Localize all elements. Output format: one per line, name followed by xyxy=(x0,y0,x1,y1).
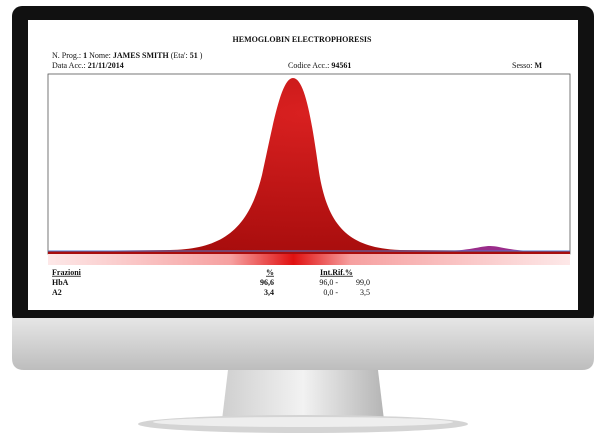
range-low: 0,0 - xyxy=(323,288,338,297)
age-label: (Eta': xyxy=(171,51,188,60)
report-title: HEMOGLOBIN ELECTROPHORESIS xyxy=(233,35,372,44)
date-line: Data Acc.: 21/11/2014 xyxy=(52,61,124,70)
header-fractions: Frazioni xyxy=(52,268,82,277)
range-low: 96,0 - xyxy=(319,278,338,287)
gel-strip xyxy=(48,254,570,265)
name-label: Nome: xyxy=(89,51,111,60)
patient-line: N. Prog.: 1 Nome: JAMES SMITH (Eta': 51 … xyxy=(52,51,203,60)
age-close: ) xyxy=(200,51,203,60)
range-high: 3,5 xyxy=(360,288,370,297)
date: 21/11/2014 xyxy=(88,61,124,70)
name: JAMES SMITH xyxy=(113,51,170,60)
percent: 96,6 xyxy=(260,278,274,287)
fraction: HbA xyxy=(52,278,69,287)
stand-neck xyxy=(222,370,384,420)
range-high: 99,0 xyxy=(356,278,370,287)
fraction: A2 xyxy=(52,288,62,297)
prog: 1 xyxy=(83,51,87,60)
date-label: Data Acc.: xyxy=(52,61,86,70)
code-label: Codice Acc.: xyxy=(288,61,329,70)
age: 51 xyxy=(190,51,198,60)
code-line: Codice Acc.: 94561 xyxy=(288,61,351,70)
sex: M xyxy=(534,61,542,70)
header-percent: % xyxy=(266,268,274,277)
chin xyxy=(12,318,594,370)
percent: 3,4 xyxy=(264,288,274,297)
sex-line: Sesso: M xyxy=(512,61,542,70)
sex-label: Sesso: xyxy=(512,61,532,70)
monitor: HEMOGLOBIN ELECTROPHORESIS N. Prog.: 1 N… xyxy=(0,0,606,438)
stand-base-top xyxy=(153,417,453,427)
prog-label: N. Prog.: xyxy=(52,51,81,60)
header-range: Int.Rif.% xyxy=(320,268,353,277)
code: 94561 xyxy=(331,61,351,70)
